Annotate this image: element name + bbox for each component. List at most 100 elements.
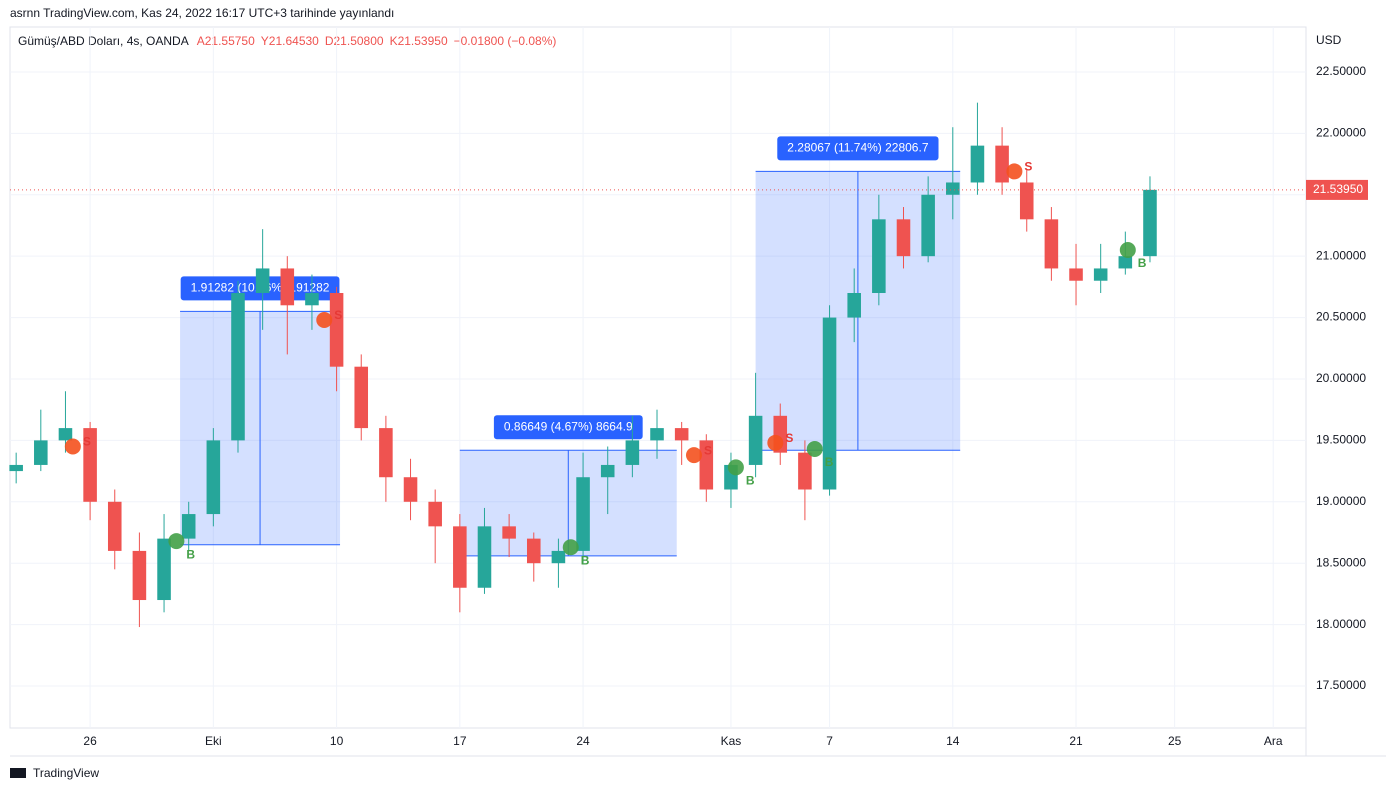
measure-label-bg — [493, 415, 643, 440]
y-tick-label: 17.50000 — [1316, 678, 1366, 692]
candle-body — [872, 219, 886, 294]
candle-body — [600, 464, 615, 478]
candle-body — [329, 293, 344, 367]
candle-body — [674, 428, 689, 441]
candle-body — [526, 538, 541, 564]
measure-label: 0.86649 (4.67%) 8664.9 — [504, 419, 633, 433]
signal-marker — [685, 447, 702, 464]
signal-label: B — [186, 547, 195, 561]
y-tick-label: 21.00000 — [1316, 248, 1366, 262]
signal-marker — [168, 533, 185, 550]
signal-marker — [806, 440, 823, 457]
candle-body — [477, 526, 492, 588]
last-price-label: 21.53950 — [1313, 182, 1363, 196]
signal-label: B — [825, 455, 834, 469]
y-tick-label: 22.50000 — [1316, 64, 1366, 78]
symbol: Gümüş/ABD Doları, 4s, OANDA — [18, 34, 189, 48]
candle-body — [157, 538, 171, 601]
candle-body — [1118, 256, 1133, 269]
candle-body — [1044, 219, 1059, 269]
candle-body — [9, 464, 23, 472]
candle-body — [379, 428, 393, 478]
candle-body — [34, 440, 48, 465]
measure-label: 2.28067 (11.74%) 22806.7 — [787, 141, 929, 155]
y-tick-label: 19.50000 — [1316, 433, 1366, 447]
signal-label: S — [334, 308, 342, 322]
x-tick-label: 7 — [826, 734, 833, 748]
signal-marker — [767, 434, 784, 451]
candle-body — [822, 317, 837, 490]
signal-label: B — [746, 474, 755, 488]
candle-body — [1019, 182, 1034, 220]
x-tick-label: 26 — [83, 734, 97, 748]
candle-body — [551, 550, 566, 564]
legend-value: −0.01800 (−0.08%) — [454, 34, 557, 48]
y-tick-label: 22.00000 — [1316, 126, 1366, 140]
candle-body — [403, 477, 418, 502]
candle-body — [921, 194, 935, 257]
x-tick-label: Ara — [1264, 734, 1283, 748]
y-tick-label: 18.00000 — [1316, 617, 1366, 631]
x-tick-label: Kas — [721, 734, 742, 748]
candle-body — [255, 268, 270, 294]
signal-marker — [1119, 242, 1136, 259]
candle-body — [699, 440, 714, 490]
candle-body — [1069, 268, 1083, 281]
candle-body — [231, 293, 245, 441]
x-tick-label: 17 — [453, 734, 467, 748]
candle-body — [847, 293, 861, 318]
signal-label: S — [83, 435, 91, 449]
signal-marker — [64, 438, 81, 455]
signal-label: S — [1024, 160, 1032, 174]
measure-label-bg — [777, 136, 939, 161]
candle-body — [354, 366, 369, 429]
candle-body — [107, 501, 122, 551]
candle-body — [995, 145, 1009, 183]
signal-label: S — [785, 431, 793, 445]
brand: TradingView — [33, 766, 99, 780]
candle-body — [305, 293, 319, 306]
candle-body — [650, 428, 664, 441]
candle-body — [428, 501, 442, 527]
currency: USD — [1316, 33, 1342, 47]
x-tick-label: 10 — [330, 734, 344, 748]
candle-body — [453, 526, 467, 588]
x-tick-label: 24 — [576, 734, 590, 748]
signal-marker — [1006, 163, 1023, 180]
signal-label: B — [1138, 256, 1147, 270]
y-tick-label: 18.50000 — [1316, 555, 1366, 569]
candle-body — [1093, 268, 1108, 281]
legend-value: K21.53950 — [390, 34, 448, 48]
signal-marker — [316, 312, 333, 329]
candle-body — [181, 514, 196, 539]
signal-label: S — [704, 443, 712, 457]
candle-body — [83, 428, 97, 502]
y-tick-label: 20.00000 — [1316, 371, 1366, 385]
signal-label: B — [581, 553, 590, 567]
candle-body — [576, 477, 590, 551]
candle-body — [946, 182, 960, 195]
candle-body — [132, 550, 147, 601]
footer-logo — [10, 768, 26, 778]
x-tick-label: Eki — [205, 734, 222, 748]
y-tick-label: 19.00000 — [1316, 494, 1366, 508]
candle-body — [206, 440, 221, 515]
legend-value: Y21.64530 — [261, 34, 319, 48]
x-tick-label: 21 — [1069, 734, 1083, 748]
candle-body — [896, 219, 911, 257]
legend-value: D21.50800 — [325, 34, 384, 48]
candle-body — [970, 145, 985, 183]
x-tick-label: 25 — [1168, 734, 1182, 748]
candle-body — [280, 268, 295, 306]
candle-body — [625, 440, 640, 465]
signal-marker — [727, 459, 744, 476]
legend-value: A21.55750 — [197, 34, 255, 48]
last-price-bg — [1306, 179, 1368, 200]
candle-body — [58, 428, 73, 441]
y-tick-label: 20.50000 — [1316, 310, 1366, 324]
candle-body — [1143, 189, 1157, 257]
header: asrnn TradingView.com, Kas 24, 2022 16:1… — [10, 6, 394, 20]
candle-body — [798, 452, 812, 490]
signal-marker — [562, 539, 579, 556]
